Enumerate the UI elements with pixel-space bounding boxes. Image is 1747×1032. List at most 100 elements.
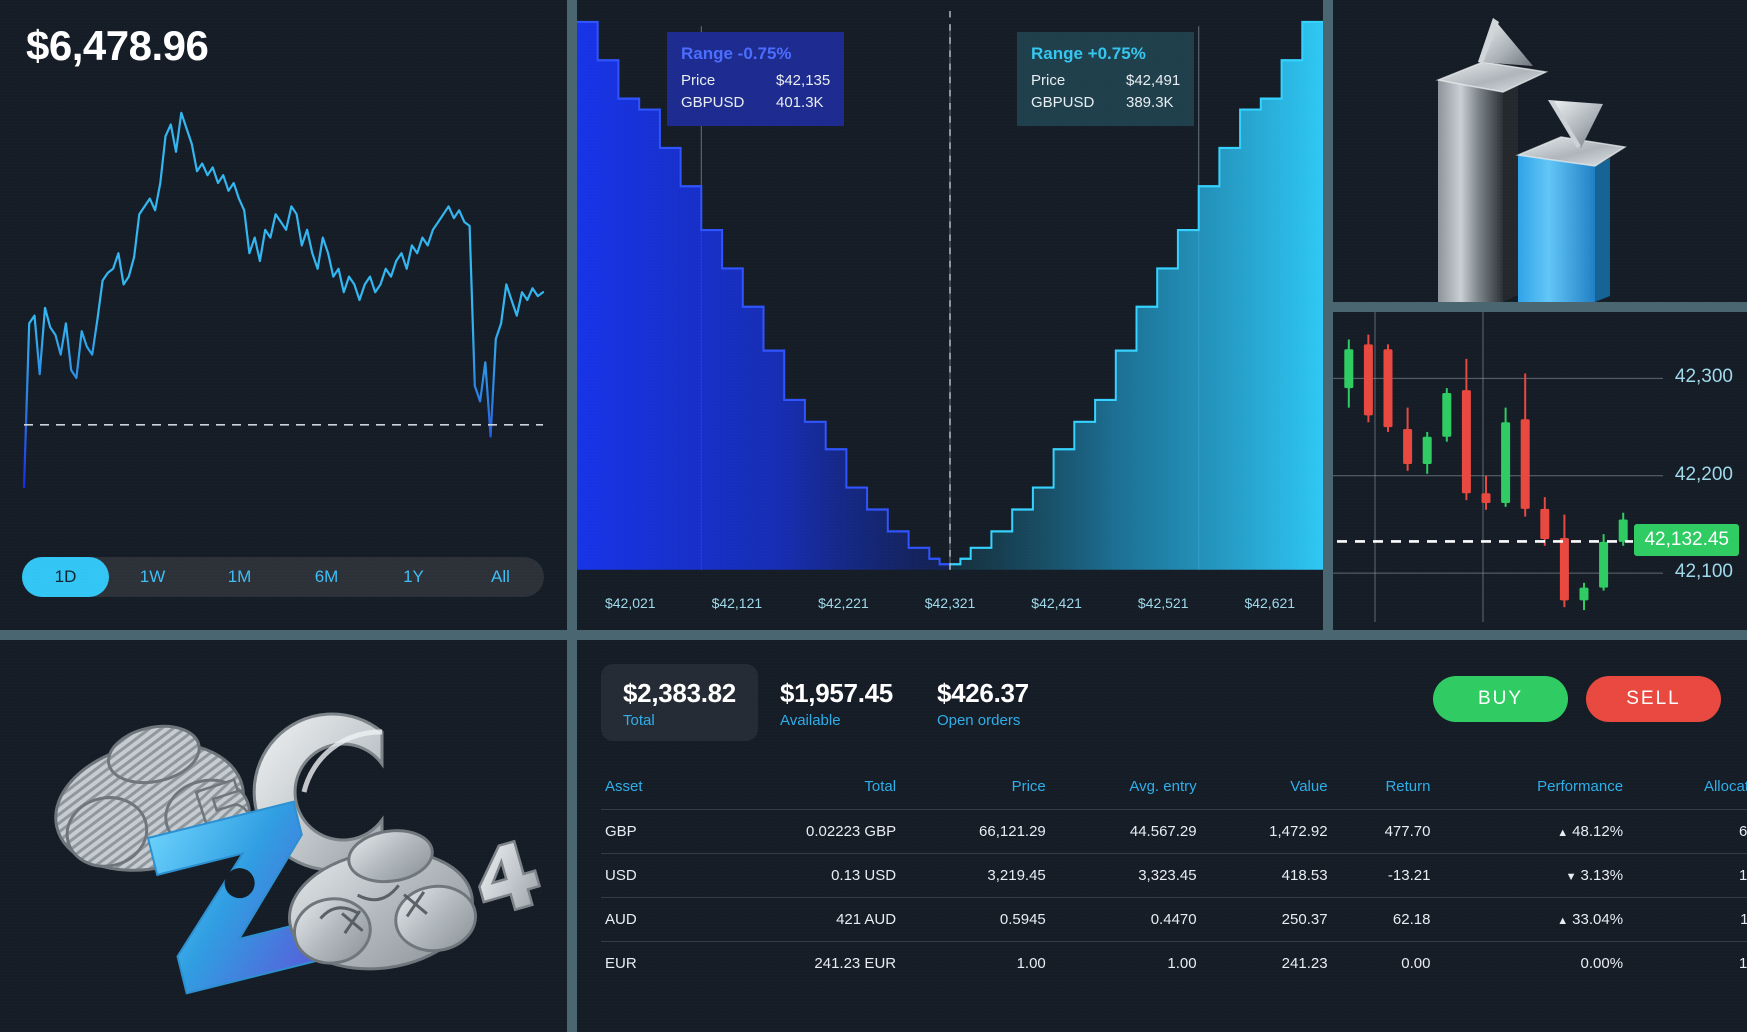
tooltip-price-label: Price bbox=[681, 71, 716, 89]
candlestick-axis-tick: 42,100 bbox=[1674, 561, 1733, 583]
asset-total: 0.02223 GBP bbox=[694, 809, 897, 854]
range-option-1w[interactable]: 1W bbox=[139, 567, 166, 586]
portfolio-stats: $2,383.82 Total $1,957.45 Available $426.37 O… bbox=[601, 664, 1051, 741]
depth-tooltip-ask: Range +0.75% Price $42,491 GBPUSD 389.3K bbox=[1017, 32, 1195, 126]
depth-axis-tick: $42,421 bbox=[1031, 594, 1082, 611]
range-option-6m[interactable]: 6M bbox=[314, 567, 339, 586]
tooltip-price-row: Price $42,135 bbox=[681, 70, 830, 93]
candlestick-axis-tick: 42,300 bbox=[1674, 366, 1733, 388]
tooltip-price-label: Price bbox=[1031, 71, 1066, 89]
stat-value: $426.37 bbox=[936, 678, 1029, 708]
metallic-bars-illustration bbox=[1435, 18, 1627, 302]
buy-button[interactable]: BUY bbox=[1433, 676, 1568, 722]
column-asset[interactable]: Asset bbox=[605, 778, 643, 795]
assets-table: Asset Total Price Avg. entry Value Return Perf… bbox=[601, 770, 1747, 985]
asset-price: 3,219.45 bbox=[896, 853, 1046, 898]
depth-axis-tick: $42,321 bbox=[924, 594, 976, 611]
asset-value: 418.53 bbox=[1196, 853, 1328, 898]
stat-available: $1,957.45 Available bbox=[758, 664, 915, 741]
tooltip-price-value: $42,135 bbox=[776, 71, 831, 89]
tooltip-title: Range +0.75% bbox=[1031, 44, 1146, 63]
tooltip-pair-row: GBPUSD 401.3K bbox=[681, 92, 830, 115]
range-option-1y[interactable]: 1Y bbox=[403, 567, 424, 586]
tooltip-pair-label: GBPUSD bbox=[1031, 94, 1095, 111]
asset-total: 0.13 USD bbox=[694, 853, 897, 898]
depth-axis-tick: $42,121 bbox=[711, 594, 763, 611]
asset-allocation: 10% bbox=[1623, 941, 1747, 985]
column-allocation[interactable]: Allocation bbox=[1703, 778, 1747, 795]
tooltip-pair-label: GBPUSD bbox=[681, 94, 745, 111]
asset-avg-entry: 44.567.29 bbox=[1045, 809, 1197, 854]
range-option-1m[interactable]: 1M bbox=[227, 567, 252, 586]
asset-performance: ▲ 48.12% bbox=[1430, 809, 1624, 854]
asset-return: 477.70 bbox=[1327, 809, 1431, 854]
asset-return: -13.21 bbox=[1327, 853, 1431, 898]
asset-total: 241.23 EUR bbox=[694, 941, 897, 985]
tooltip-title: Range -0.75% bbox=[681, 44, 792, 63]
asset-allocation: 62% bbox=[1623, 809, 1747, 854]
depth-axis-tick: $42,021 bbox=[604, 594, 656, 611]
table-row[interactable]: AUD 421 AUD 0.5945 0.4470 250.37 62.18 ▲ 33.04%… bbox=[601, 897, 1747, 942]
stat-total: $2,383.82 Total bbox=[601, 664, 758, 741]
asset-value: 250.37 bbox=[1196, 897, 1328, 942]
asset-price: 66,121.29 bbox=[896, 809, 1046, 854]
time-range-selector[interactable]: 1D 1W 1M 6M 1Y All bbox=[22, 557, 544, 597]
column-performance[interactable]: Performance bbox=[1537, 778, 1624, 795]
asset-allocation: 11% bbox=[1623, 897, 1747, 942]
asset-performance: ▼ 3.13% bbox=[1430, 853, 1624, 898]
stat-label: Open orders bbox=[936, 712, 1021, 729]
stat-open-orders: $426.37 Open orders bbox=[915, 664, 1051, 741]
balance-amount: $6,478.96 bbox=[26, 22, 209, 69]
column-return[interactable]: Return bbox=[1385, 778, 1431, 795]
candlestick-panel: 42,300 42,200 42,100 42,132.45 bbox=[1333, 312, 1747, 630]
depth-chart-panel: Range -0.75% Price $42,135 GBPUSD 401.3K… bbox=[577, 0, 1323, 630]
column-value[interactable]: Value bbox=[1290, 778, 1328, 795]
asset-avg-entry: 3,323.45 bbox=[1045, 853, 1197, 898]
portfolio-panel: $2,383.82 Total $1,957.45 Available $426.37 O… bbox=[577, 640, 1747, 1032]
stat-label: Total bbox=[623, 712, 655, 729]
tooltip-pair-value: 389.3K bbox=[1126, 94, 1174, 111]
balance-sparkline bbox=[0, 95, 567, 515]
table-header-row: Asset Total Price Avg. entry Value Return Perf… bbox=[601, 770, 1747, 810]
depth-axis-tick: $42,621 bbox=[1244, 594, 1296, 611]
asset-performance: ▲ 33.04% bbox=[1430, 897, 1624, 942]
asset-value: 241.23 bbox=[1196, 941, 1328, 985]
depth-x-axis: $42,021 $42,121 $42,221 $42,321 $42,421 $42,5… bbox=[577, 575, 1323, 630]
asset-name: AUD bbox=[601, 897, 695, 942]
column-price[interactable]: Price bbox=[1011, 778, 1046, 795]
asset-name: GBP bbox=[601, 809, 695, 854]
depth-axis-tick: $42,221 bbox=[818, 594, 869, 611]
trade-actions: BUY SELL bbox=[1433, 676, 1721, 722]
asset-allocation: 17% bbox=[1623, 853, 1747, 898]
tooltip-pair-row: GBPUSD 389.3K bbox=[1031, 92, 1180, 115]
asset-return: 0.00 bbox=[1327, 941, 1431, 985]
table-row[interactable]: GBP 0.02223 GBP 66,121.29 44.567.29 1,472.92… bbox=[601, 809, 1747, 854]
candlestick-chart[interactable] bbox=[1333, 312, 1747, 630]
stat-value: $2,383.82 bbox=[623, 678, 736, 708]
asset-return: 62.18 bbox=[1327, 897, 1431, 942]
range-option-1d[interactable]: 1D bbox=[22, 557, 109, 597]
tooltip-price-value: $42,491 bbox=[1126, 71, 1181, 89]
candlestick-axis-tick: 42,200 bbox=[1674, 463, 1733, 485]
asset-name: EUR bbox=[601, 941, 695, 985]
column-avg-entry[interactable]: Avg. entry bbox=[1129, 778, 1197, 795]
asset-performance: 0.00% bbox=[1430, 941, 1624, 985]
range-option-all[interactable]: All bbox=[491, 567, 510, 586]
stat-label: Available bbox=[779, 712, 841, 729]
asset-avg-entry: 1.00 bbox=[1045, 941, 1197, 985]
asset-price: 1.00 bbox=[896, 941, 1046, 985]
asset-value: 1,472.92 bbox=[1196, 809, 1328, 854]
table-row[interactable]: USD 0.13 USD 3,219.45 3,323.45 418.53 -13.21 ▼… bbox=[601, 853, 1747, 898]
depth-tooltip-bid: Range -0.75% Price $42,135 GBPUSD 401.3K bbox=[667, 32, 845, 126]
asset-name: USD bbox=[601, 853, 695, 898]
asset-total: 421 AUD bbox=[694, 897, 897, 942]
asset-avg-entry: 0.4470 bbox=[1045, 897, 1197, 942]
current-price-badge: 42,132.45 bbox=[1634, 524, 1739, 557]
stat-value: $1,957.45 bbox=[779, 678, 893, 708]
sell-button[interactable]: SELL bbox=[1586, 676, 1721, 722]
balance-panel: $6,478.96 1D 1W 1M 6M 1Y All bbox=[0, 0, 567, 630]
column-total[interactable]: Total bbox=[864, 778, 897, 795]
coins-illustration-panel bbox=[0, 640, 567, 1032]
